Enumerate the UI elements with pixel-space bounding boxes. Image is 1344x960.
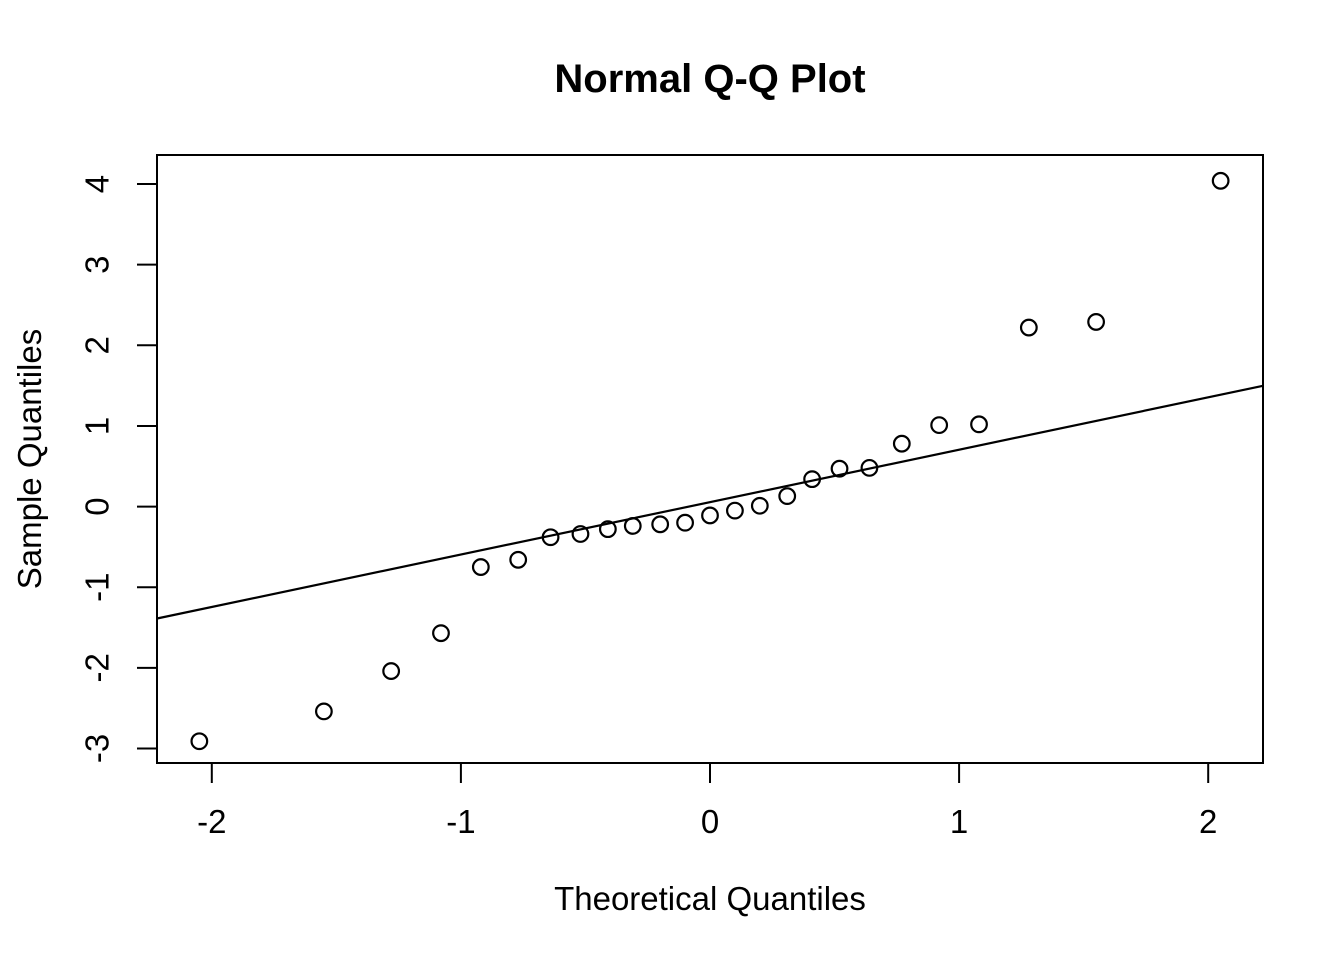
x-axis-label: Theoretical Quantiles [554, 880, 866, 917]
data-point [623, 517, 642, 535]
data-point [830, 459, 849, 478]
data-point [571, 525, 590, 543]
y-tick-label: -2 [79, 653, 116, 682]
data-point [750, 496, 769, 515]
x-tick-label: -1 [446, 803, 475, 840]
data-point [970, 415, 988, 434]
data-point [676, 513, 694, 532]
data-point [651, 515, 670, 534]
data-point [598, 520, 617, 539]
x-tick-label: -2 [197, 803, 226, 840]
y-tick-label: 3 [79, 255, 116, 273]
plot-box [156, 154, 1264, 764]
data-point [726, 501, 744, 520]
y-tick-label: 1 [79, 417, 116, 435]
x-tick-label: 1 [950, 803, 968, 840]
x-tick-label: 0 [701, 803, 719, 840]
data-point [892, 434, 911, 453]
y-tick-label: 4 [79, 175, 116, 193]
data-point [1087, 313, 1106, 331]
x-tick-label: 2 [1199, 803, 1217, 840]
data-point [930, 416, 949, 435]
data-point [509, 550, 528, 569]
data-point [778, 487, 797, 505]
data-point [471, 558, 490, 576]
data-point [432, 624, 450, 643]
data-point [541, 528, 560, 547]
data-point [382, 662, 401, 680]
data-point [1019, 318, 1038, 337]
data-point [701, 506, 719, 525]
data-point [190, 732, 209, 751]
y-tick-label: -3 [79, 734, 116, 763]
data-point [1211, 171, 1230, 190]
data-point [803, 470, 822, 489]
data-point [314, 702, 333, 721]
data-point [860, 458, 879, 477]
y-tick-label: 2 [79, 336, 116, 354]
y-tick-label: -1 [79, 573, 116, 602]
chart-title: Normal Q-Q Plot [554, 57, 866, 101]
y-axis-label: Sample Quantiles [11, 328, 48, 590]
y-tick-label: 0 [79, 497, 116, 515]
qq-reference-line [156, 384, 1264, 620]
